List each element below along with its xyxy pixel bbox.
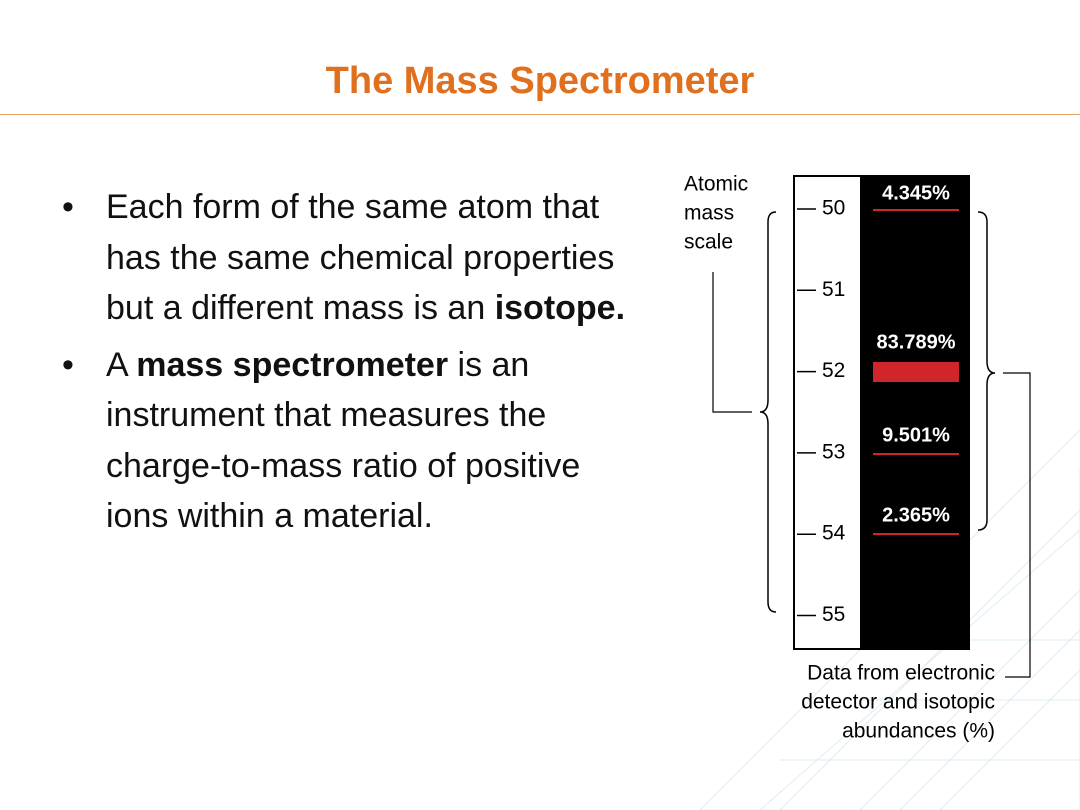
mass-label: 51 xyxy=(822,278,845,301)
text: A xyxy=(106,345,137,384)
left-brace xyxy=(759,211,777,613)
bullet-list: Each form of the same atom that has the … xyxy=(60,182,630,548)
connector xyxy=(712,272,752,413)
text: Each form of the same atom that has the … xyxy=(106,188,615,327)
mass-label: 52 xyxy=(822,359,845,382)
mass-label: 50 xyxy=(822,197,845,220)
scale-label: scale xyxy=(684,231,733,254)
abundance-label: 2.365% xyxy=(882,504,950,526)
peak-line xyxy=(873,453,959,455)
peak-line xyxy=(873,533,959,535)
abundance-label: 9.501% xyxy=(882,424,950,446)
mass-label: 55 xyxy=(822,603,845,626)
scale-label: mass xyxy=(684,202,734,225)
caption: detector and isotopic xyxy=(801,691,995,714)
slide-title: The Mass Spectrometer xyxy=(325,60,755,102)
mass-label: 54 xyxy=(822,522,846,545)
text: is an instrument that measures the charg… xyxy=(106,345,581,536)
bold-text: mass spectrometer xyxy=(136,345,449,384)
peak-line xyxy=(873,209,959,211)
title-rule xyxy=(0,114,1080,115)
right-brace xyxy=(977,211,996,531)
bold-text: isotope. xyxy=(494,289,626,327)
connector xyxy=(1003,372,1031,678)
abundance-label: 83.789% xyxy=(877,331,956,353)
caption: Data from electronic xyxy=(807,662,995,685)
caption: abundances (%) xyxy=(842,720,995,743)
abundance-label: 4.345% xyxy=(882,182,950,204)
bullet: Each form of the same atom that has the … xyxy=(60,182,630,334)
mass-label: 53 xyxy=(822,440,845,463)
scale-label: Atomic xyxy=(684,173,748,196)
bullet: A mass spectrometer is an instrument tha… xyxy=(60,340,630,542)
peak-bar xyxy=(873,362,959,382)
scale-column xyxy=(795,177,860,648)
